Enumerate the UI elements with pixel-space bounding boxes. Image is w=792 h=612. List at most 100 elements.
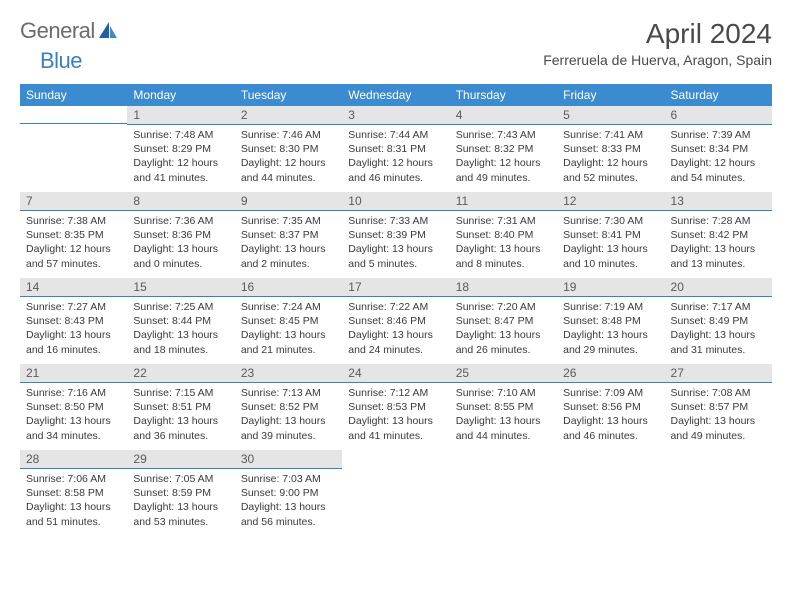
calendar-empty-cell — [665, 450, 772, 536]
calendar-day-cell: 20Sunrise: 7:17 AMSunset: 8:49 PMDayligh… — [665, 278, 772, 364]
day-details: Sunrise: 7:44 AMSunset: 8:31 PMDaylight:… — [342, 125, 449, 191]
weekday-header: Saturday — [665, 84, 772, 106]
month-title: April 2024 — [543, 18, 772, 50]
day-number: 27 — [665, 364, 772, 383]
calendar-empty-cell — [20, 106, 127, 192]
day-number: 22 — [127, 364, 234, 383]
calendar-day-cell: 1Sunrise: 7:48 AMSunset: 8:29 PMDaylight… — [127, 106, 234, 192]
calendar-day-cell: 25Sunrise: 7:10 AMSunset: 8:55 PMDayligh… — [450, 364, 557, 450]
calendar-day-cell: 15Sunrise: 7:25 AMSunset: 8:44 PMDayligh… — [127, 278, 234, 364]
day-details: Sunrise: 7:27 AMSunset: 8:43 PMDaylight:… — [20, 297, 127, 363]
weekday-header: Tuesday — [235, 84, 342, 106]
day-number: 2 — [235, 106, 342, 125]
day-number: 18 — [450, 278, 557, 297]
logo: General — [20, 18, 119, 44]
day-details: Sunrise: 7:09 AMSunset: 8:56 PMDaylight:… — [557, 383, 664, 449]
day-details: Sunrise: 7:20 AMSunset: 8:47 PMDaylight:… — [450, 297, 557, 363]
calendar-day-cell: 9Sunrise: 7:35 AMSunset: 8:37 PMDaylight… — [235, 192, 342, 278]
day-details: Sunrise: 7:17 AMSunset: 8:49 PMDaylight:… — [665, 297, 772, 363]
day-details: Sunrise: 7:38 AMSunset: 8:35 PMDaylight:… — [20, 211, 127, 277]
day-details: Sunrise: 7:16 AMSunset: 8:50 PMDaylight:… — [20, 383, 127, 449]
day-number: 11 — [450, 192, 557, 211]
calendar-day-cell: 28Sunrise: 7:06 AMSunset: 8:58 PMDayligh… — [20, 450, 127, 536]
calendar-day-cell: 12Sunrise: 7:30 AMSunset: 8:41 PMDayligh… — [557, 192, 664, 278]
calendar-day-cell: 30Sunrise: 7:03 AMSunset: 9:00 PMDayligh… — [235, 450, 342, 536]
day-details: Sunrise: 7:33 AMSunset: 8:39 PMDaylight:… — [342, 211, 449, 277]
day-number: 17 — [342, 278, 449, 297]
calendar-week-row: 21Sunrise: 7:16 AMSunset: 8:50 PMDayligh… — [20, 364, 772, 450]
calendar-day-cell: 2Sunrise: 7:46 AMSunset: 8:30 PMDaylight… — [235, 106, 342, 192]
calendar-day-cell: 10Sunrise: 7:33 AMSunset: 8:39 PMDayligh… — [342, 192, 449, 278]
title-block: April 2024 Ferreruela de Huerva, Aragon,… — [543, 18, 772, 68]
calendar-week-row: 7Sunrise: 7:38 AMSunset: 8:35 PMDaylight… — [20, 192, 772, 278]
day-number: 28 — [20, 450, 127, 469]
calendar-day-cell: 26Sunrise: 7:09 AMSunset: 8:56 PMDayligh… — [557, 364, 664, 450]
day-details: Sunrise: 7:46 AMSunset: 8:30 PMDaylight:… — [235, 125, 342, 191]
day-details: Sunrise: 7:08 AMSunset: 8:57 PMDaylight:… — [665, 383, 772, 449]
calendar-day-cell: 14Sunrise: 7:27 AMSunset: 8:43 PMDayligh… — [20, 278, 127, 364]
day-number: 13 — [665, 192, 772, 211]
calendar-body: 1Sunrise: 7:48 AMSunset: 8:29 PMDaylight… — [20, 106, 772, 536]
logo-text-general: General — [20, 18, 95, 44]
calendar-day-cell: 5Sunrise: 7:41 AMSunset: 8:33 PMDaylight… — [557, 106, 664, 192]
day-number: 6 — [665, 106, 772, 125]
calendar-day-cell: 7Sunrise: 7:38 AMSunset: 8:35 PMDaylight… — [20, 192, 127, 278]
weekday-header: Thursday — [450, 84, 557, 106]
day-details: Sunrise: 7:15 AMSunset: 8:51 PMDaylight:… — [127, 383, 234, 449]
calendar-empty-cell — [557, 450, 664, 536]
calendar-day-cell: 13Sunrise: 7:28 AMSunset: 8:42 PMDayligh… — [665, 192, 772, 278]
calendar-table: SundayMondayTuesdayWednesdayThursdayFrid… — [20, 84, 772, 536]
weekday-header: Monday — [127, 84, 234, 106]
day-number: 30 — [235, 450, 342, 469]
day-number: 15 — [127, 278, 234, 297]
day-number: 29 — [127, 450, 234, 469]
day-details: Sunrise: 7:24 AMSunset: 8:45 PMDaylight:… — [235, 297, 342, 363]
calendar-day-cell: 22Sunrise: 7:15 AMSunset: 8:51 PMDayligh… — [127, 364, 234, 450]
day-number: 9 — [235, 192, 342, 211]
day-details: Sunrise: 7:35 AMSunset: 8:37 PMDaylight:… — [235, 211, 342, 277]
day-number: 23 — [235, 364, 342, 383]
day-details: Sunrise: 7:25 AMSunset: 8:44 PMDaylight:… — [127, 297, 234, 363]
day-number: 21 — [20, 364, 127, 383]
day-number: 1 — [127, 106, 234, 125]
calendar-week-row: 1Sunrise: 7:48 AMSunset: 8:29 PMDaylight… — [20, 106, 772, 192]
calendar-week-row: 28Sunrise: 7:06 AMSunset: 8:58 PMDayligh… — [20, 450, 772, 536]
location-text: Ferreruela de Huerva, Aragon, Spain — [543, 52, 772, 68]
day-number: 19 — [557, 278, 664, 297]
calendar-empty-cell — [342, 450, 449, 536]
day-details: Sunrise: 7:19 AMSunset: 8:48 PMDaylight:… — [557, 297, 664, 363]
calendar-day-cell: 19Sunrise: 7:19 AMSunset: 8:48 PMDayligh… — [557, 278, 664, 364]
calendar-day-cell: 27Sunrise: 7:08 AMSunset: 8:57 PMDayligh… — [665, 364, 772, 450]
day-number: 24 — [342, 364, 449, 383]
calendar-day-cell: 3Sunrise: 7:44 AMSunset: 8:31 PMDaylight… — [342, 106, 449, 192]
day-details: Sunrise: 7:06 AMSunset: 8:58 PMDaylight:… — [20, 469, 127, 535]
day-number: 10 — [342, 192, 449, 211]
day-number: 5 — [557, 106, 664, 125]
calendar-day-cell: 8Sunrise: 7:36 AMSunset: 8:36 PMDaylight… — [127, 192, 234, 278]
calendar-day-cell: 11Sunrise: 7:31 AMSunset: 8:40 PMDayligh… — [450, 192, 557, 278]
weekday-header: Friday — [557, 84, 664, 106]
day-number: 3 — [342, 106, 449, 125]
day-details: Sunrise: 7:41 AMSunset: 8:33 PMDaylight:… — [557, 125, 664, 191]
calendar-day-cell: 18Sunrise: 7:20 AMSunset: 8:47 PMDayligh… — [450, 278, 557, 364]
weekday-header: Sunday — [20, 84, 127, 106]
day-number: 16 — [235, 278, 342, 297]
calendar-day-cell: 16Sunrise: 7:24 AMSunset: 8:45 PMDayligh… — [235, 278, 342, 364]
day-number: 7 — [20, 192, 127, 211]
empty-day-bar — [20, 106, 127, 124]
day-details: Sunrise: 7:31 AMSunset: 8:40 PMDaylight:… — [450, 211, 557, 277]
day-number: 26 — [557, 364, 664, 383]
day-number: 12 — [557, 192, 664, 211]
day-details: Sunrise: 7:22 AMSunset: 8:46 PMDaylight:… — [342, 297, 449, 363]
day-details: Sunrise: 7:36 AMSunset: 8:36 PMDaylight:… — [127, 211, 234, 277]
weekday-header: Wednesday — [342, 84, 449, 106]
day-number: 8 — [127, 192, 234, 211]
calendar-week-row: 14Sunrise: 7:27 AMSunset: 8:43 PMDayligh… — [20, 278, 772, 364]
day-number: 4 — [450, 106, 557, 125]
logo-sail-icon — [99, 22, 117, 43]
calendar-empty-cell — [450, 450, 557, 536]
calendar-day-cell: 24Sunrise: 7:12 AMSunset: 8:53 PMDayligh… — [342, 364, 449, 450]
day-number: 25 — [450, 364, 557, 383]
day-details: Sunrise: 7:28 AMSunset: 8:42 PMDaylight:… — [665, 211, 772, 277]
calendar-day-cell: 21Sunrise: 7:16 AMSunset: 8:50 PMDayligh… — [20, 364, 127, 450]
